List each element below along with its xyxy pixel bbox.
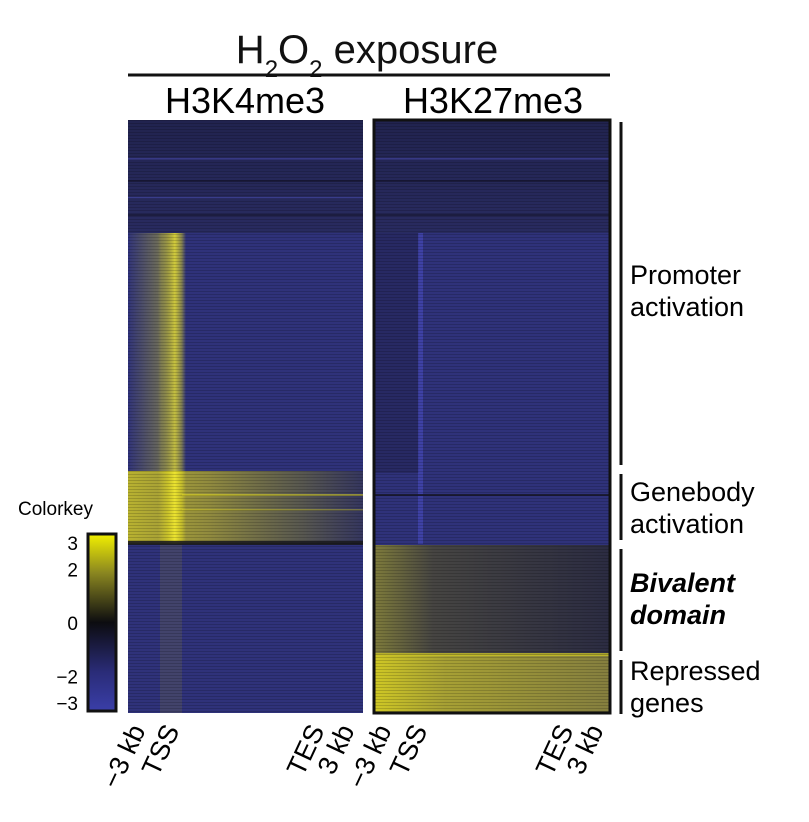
- colorkey-bar: [86, 532, 118, 713]
- figure-title: H2O2 exposure: [236, 28, 498, 83]
- colorkey-tick-label: 0: [67, 614, 78, 635]
- panel-title-h3k27me3: H3K27me3: [403, 80, 583, 121]
- colorkey-title: Colorkey: [18, 499, 93, 520]
- x-axis-labels: −3 kb TSS TES 3 kb −3 kb TSS TES 3 kb: [96, 720, 609, 793]
- h3k27me3-frame: [372, 118, 612, 715]
- heatmap-panel-h3k4me3: [128, 120, 363, 713]
- colorkey-tick-label: −2: [56, 667, 78, 688]
- cluster-annotations: Promoter activation Genebody activation …: [619, 122, 768, 718]
- colorkey: Colorkey 3 2 0 −2 −3: [18, 499, 118, 715]
- cluster-label-genebody-activation: Genebody activation: [630, 477, 762, 539]
- colorkey-tick-label: 3: [67, 534, 78, 555]
- cluster-label-promoter-activation: Promoter activation: [630, 260, 749, 322]
- cluster-label-repressed-genes: Repressed genes: [630, 656, 768, 718]
- colorkey-tick-label: 2: [67, 561, 78, 582]
- panel-title-h3k4me3: H3K4me3: [165, 80, 325, 121]
- x-tick-tss-panel2: TSS: [384, 720, 433, 780]
- cluster-label-bivalent-domain: Bivalent domain: [630, 568, 743, 630]
- heatmap-panel-h3k27me3: [372, 118, 612, 715]
- colorkey-tick-label: −3: [56, 694, 78, 715]
